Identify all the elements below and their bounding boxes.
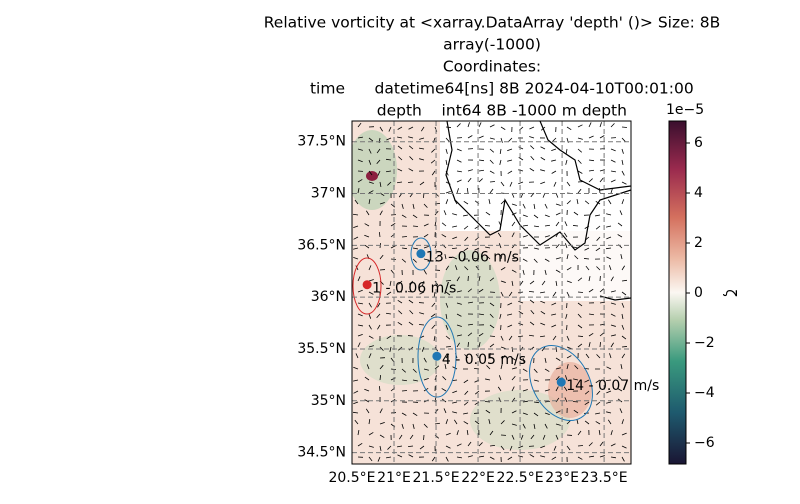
quiver-arrow xyxy=(622,346,627,347)
eddy-center xyxy=(432,352,441,361)
colorbar-tick-label: −4 xyxy=(694,385,715,401)
y-tick-label: 36°N xyxy=(311,289,346,305)
title-line: Coordinates: xyxy=(443,58,541,76)
y-tick-label: 37.5°N xyxy=(297,134,346,150)
x-tick-label: 23°E xyxy=(545,470,579,486)
title-line: time datetime64[ns] 8B 2024-04-10T00:01:… xyxy=(290,80,693,98)
quiver-arrow xyxy=(578,336,583,337)
x-tick-label: 23.5°E xyxy=(581,470,628,486)
eddy-label: 13 - 0.06 m/s xyxy=(426,250,519,266)
quiver-arrow xyxy=(485,225,490,226)
colorbar-tick-label: 2 xyxy=(694,235,703,251)
colorbar-tick-label: 4 xyxy=(694,185,703,201)
quiver-arrow xyxy=(573,401,578,402)
quiver-arrow xyxy=(578,445,583,446)
field-patch xyxy=(366,171,378,181)
colorbar-tick-label: −2 xyxy=(694,335,715,351)
field-patch xyxy=(360,335,440,385)
x-tick-label: 21°E xyxy=(377,470,411,486)
colorbar xyxy=(669,121,686,464)
quiver-arrow xyxy=(490,336,495,337)
y-tick-label: 36.5°N xyxy=(297,237,346,253)
title: Relative vorticity at <xarray.DataArray … xyxy=(264,14,721,120)
quiver-arrow xyxy=(584,258,589,259)
colorbar-label: ζ xyxy=(722,289,738,297)
x-tick-label: 21.5°E xyxy=(413,470,460,486)
colorbar-tick-label: 6 xyxy=(694,135,703,151)
title-line: array(-1000) xyxy=(443,36,541,54)
eddy-center xyxy=(363,280,372,289)
eddy-label: 1 - 0.06 m/s xyxy=(372,281,456,297)
quiver-arrow xyxy=(408,182,413,183)
quiver-arrow xyxy=(391,259,396,260)
y-tick-label: 35°N xyxy=(311,393,346,409)
eddy-label: 4 - 0.05 m/s xyxy=(442,352,526,368)
x-tick-label: 22°E xyxy=(461,470,495,486)
colorbar-offset: 1e−5 xyxy=(666,102,704,118)
quiver-arrow xyxy=(468,342,469,347)
y-tick-label: 35.5°N xyxy=(297,341,346,357)
eddy-center xyxy=(557,378,566,387)
colorbar-tick-label: −6 xyxy=(694,435,715,451)
colorbar-tick-label: 0 xyxy=(694,285,703,301)
y-tick-label: 37°N xyxy=(311,186,346,202)
eddy-center xyxy=(416,249,425,258)
x-tick-label: 20.5°E xyxy=(328,470,375,486)
x-tick-label: 22.5°E xyxy=(497,470,544,486)
y-tick-label: 34.5°N xyxy=(297,445,346,461)
title-line: Relative vorticity at <xarray.DataArray … xyxy=(264,14,721,32)
title-line: depth int64 8B -1000 m depth xyxy=(357,102,627,120)
quiver-arrow xyxy=(600,342,601,347)
eddy-label: 14 - 0.07 m/s xyxy=(566,378,659,394)
